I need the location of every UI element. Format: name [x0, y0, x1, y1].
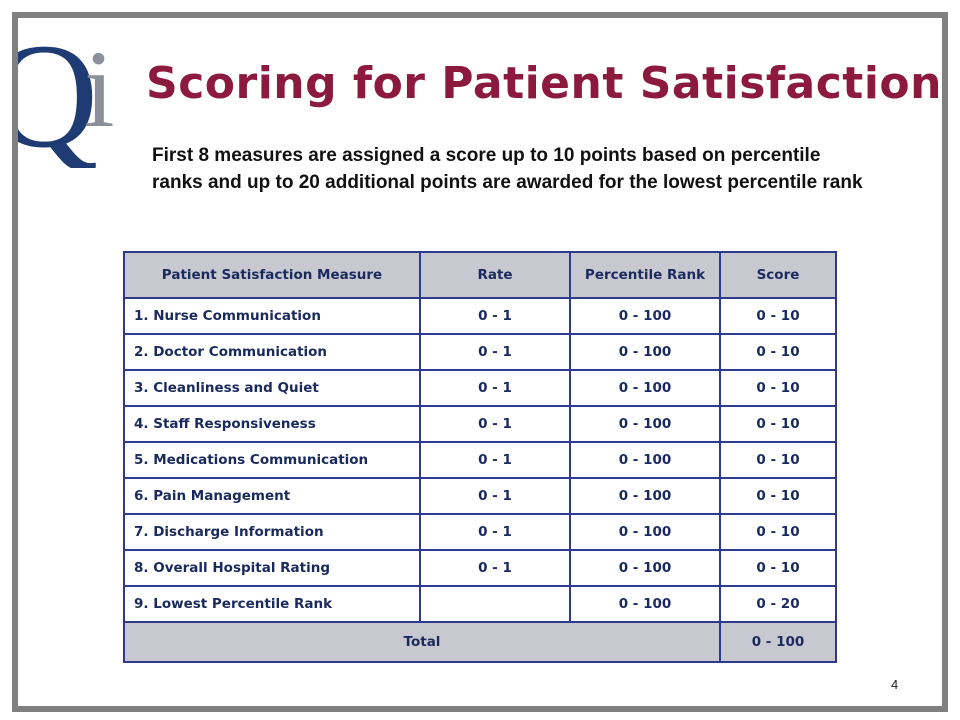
rate-cell [419, 585, 571, 623]
qi-logo: Q i [18, 28, 115, 168]
percentile-cell: 0 - 100 [569, 405, 721, 443]
page-number: 4 [891, 677, 899, 692]
rate-cell: 0 - 1 [419, 333, 571, 371]
total-label: Total [123, 621, 721, 663]
rate-cell: 0 - 1 [419, 297, 571, 335]
measure-cell: 4. Staff Responsiveness [123, 405, 421, 443]
rate-cell: 0 - 1 [419, 513, 571, 551]
score-cell: 0 - 20 [719, 585, 837, 623]
header-rate: Rate [419, 251, 571, 299]
score-cell: 0 - 10 [719, 405, 837, 443]
rate-cell: 0 - 1 [419, 477, 571, 515]
slide-frame: Q i Scoring for Patient Satisfaction Fir… [12, 12, 948, 712]
header-measure: Patient Satisfaction Measure [123, 251, 421, 299]
percentile-cell: 0 - 100 [569, 297, 721, 335]
slide-title: Scoring for Patient Satisfaction [146, 58, 942, 109]
measure-cell: 8. Overall Hospital Rating [123, 549, 421, 587]
score-cell: 0 - 10 [719, 513, 837, 551]
measure-cell: 1. Nurse Communication [123, 297, 421, 335]
percentile-cell: 0 - 100 [569, 333, 721, 371]
measure-cell: 5. Medications Communication [123, 441, 421, 479]
score-cell: 0 - 10 [719, 369, 837, 407]
rate-cell: 0 - 1 [419, 369, 571, 407]
score-cell: 0 - 10 [719, 333, 837, 371]
percentile-cell: 0 - 100 [569, 441, 721, 479]
total-row: Total 0 - 100 [123, 621, 837, 663]
total-score: 0 - 100 [719, 621, 837, 663]
percentile-cell: 0 - 100 [569, 369, 721, 407]
percentile-cell: 0 - 100 [569, 585, 721, 623]
svg-text:i: i [84, 28, 115, 150]
header-percentile-rank: Percentile Rank [569, 251, 721, 299]
score-cell: 0 - 10 [719, 297, 837, 335]
measure-cell: 6. Pain Management [123, 477, 421, 515]
measure-cell: 7. Discharge Information [123, 513, 421, 551]
percentile-cell: 0 - 100 [569, 477, 721, 515]
table-header-row: Patient Satisfaction Measure Rate Percen… [123, 251, 837, 299]
score-cell: 0 - 10 [719, 549, 837, 587]
percentile-cell: 0 - 100 [569, 513, 721, 551]
measure-cell: 9. Lowest Percentile Rank [123, 585, 421, 623]
table-row: 9. Lowest Percentile Rank 0 - 100 0 - 20 [123, 585, 837, 623]
percentile-cell: 0 - 100 [569, 549, 721, 587]
measure-cell: 2. Doctor Communication [123, 333, 421, 371]
svg-text:Q: Q [18, 28, 98, 168]
header-score: Score [719, 251, 837, 299]
slide-subtitle: First 8 measures are assigned a score up… [152, 145, 863, 193]
rate-cell: 0 - 1 [419, 441, 571, 479]
score-cell: 0 - 10 [719, 477, 837, 515]
score-cell: 0 - 10 [719, 441, 837, 479]
measure-cell: 3. Cleanliness and Quiet [123, 369, 421, 407]
rate-cell: 0 - 1 [419, 549, 571, 587]
rate-cell: 0 - 1 [419, 405, 571, 443]
scoring-table: Patient Satisfaction Measure Rate Percen… [123, 251, 837, 663]
